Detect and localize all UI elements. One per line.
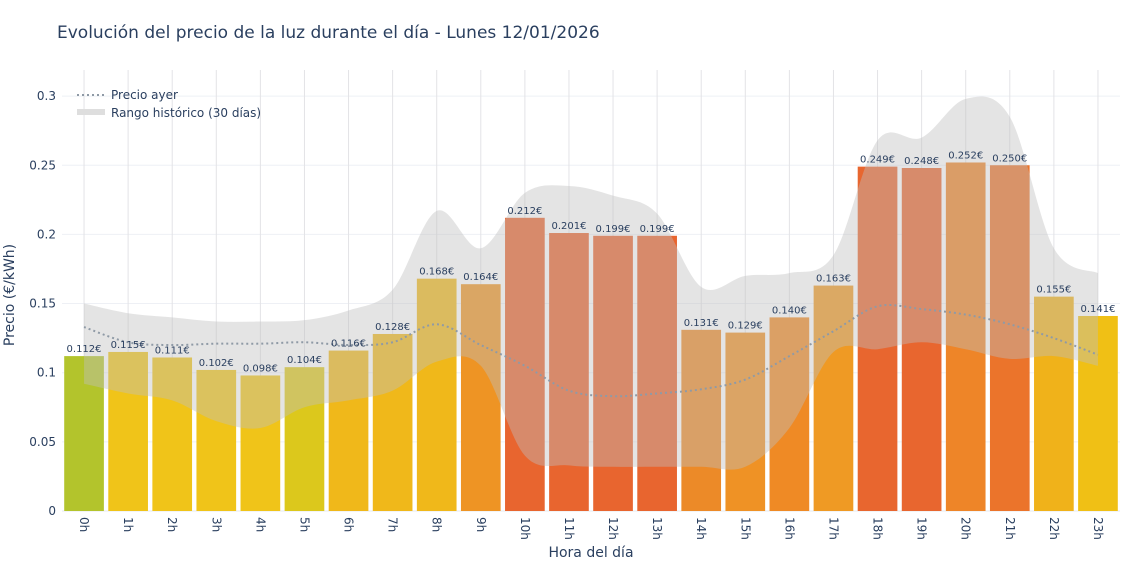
data-label: 0.115€ — [111, 340, 146, 351]
data-label: 0.164€ — [463, 272, 498, 283]
data-label: 0.199€ — [640, 224, 675, 235]
data-label: 0.248€ — [904, 156, 939, 167]
x-tick-label: 22h — [1047, 517, 1061, 540]
data-label: 0.128€ — [375, 322, 410, 333]
x-tick-label: 17h — [826, 517, 840, 540]
x-tick-label: 3h — [209, 517, 223, 532]
x-tick-label: 16h — [782, 517, 796, 540]
data-label: 0.155€ — [1036, 285, 1071, 296]
bar-12h — [593, 235, 633, 511]
x-axis-title: Hora del día — [548, 545, 633, 561]
x-tick-label: 2h — [165, 517, 179, 532]
data-label: 0.252€ — [948, 150, 983, 161]
data-label: 0.129€ — [728, 321, 763, 332]
bar-18h — [857, 166, 898, 511]
bar-7h — [372, 333, 413, 511]
bar-4h — [240, 375, 281, 511]
bar-17h — [813, 285, 854, 511]
data-label: 0.102€ — [199, 358, 234, 369]
legend-label: Rango histórico (30 días) — [111, 106, 261, 120]
bars — [64, 162, 1118, 512]
x-tick-label: 15h — [738, 517, 752, 540]
bar-5h — [284, 367, 325, 511]
data-label: 0.168€ — [419, 267, 454, 278]
bar-0h — [64, 356, 104, 511]
x-axis-ticks: 0h 1h 2h 3h 4h 5h 6h 7h 8h 9h 10h 11h 12h 13h 14h 15h 16… — [77, 517, 1105, 540]
y-tick-label: 0.15 — [29, 297, 56, 311]
legend: Precio ayer Rango histórico (30 días) — [77, 88, 261, 120]
data-label: 0.199€ — [596, 224, 631, 235]
yesterday-price-line — [83, 303, 1099, 398]
bar-9h — [460, 284, 501, 511]
x-tick-label: 23h — [1091, 517, 1105, 540]
bar-13h — [637, 235, 677, 511]
bar-21h — [989, 165, 1030, 511]
bar-1h — [108, 351, 148, 511]
data-label: 0.111€ — [155, 345, 190, 356]
x-tick-label: 14h — [694, 517, 708, 540]
data-label: 0.250€ — [992, 153, 1027, 164]
data-label: 0.112€ — [67, 344, 102, 355]
x-tick-label: 10h — [518, 517, 532, 540]
x-tick-label: 11h — [562, 517, 576, 540]
data-label: 0.249€ — [860, 155, 895, 166]
legend-item-yesterday[interactable]: Precio ayer — [77, 88, 178, 102]
x-tick-label: 7h — [386, 517, 400, 532]
x-tick-label: 19h — [915, 517, 929, 540]
y-tick-label: 0.3 — [37, 89, 56, 103]
bar-23h — [1078, 315, 1118, 511]
bar-22h — [1034, 296, 1074, 511]
data-label: 0.141€ — [1080, 304, 1115, 315]
y-tick-label: 0 — [48, 504, 56, 518]
legend-band-icon — [77, 109, 105, 115]
data-labels: 0.112€ 0.115€ 0.111€ 0.102€ 0.098€ 0.104€ 0.11… — [67, 150, 1116, 374]
bar-10h — [505, 217, 545, 511]
bar-6h — [328, 350, 369, 511]
y-tick-label: 0.1 — [37, 366, 56, 380]
y-tick-label: 0.25 — [29, 158, 56, 172]
bar-8h — [416, 278, 457, 511]
y-axis-title: Precio (€/kWh) — [2, 244, 18, 346]
bar-2h — [152, 357, 193, 511]
bar-3h — [196, 369, 237, 511]
x-tick-label: 21h — [1003, 517, 1017, 540]
y-axis-ticks: 0 0.05 0.1 0.15 0.2 0.25 0.3 — [29, 89, 56, 518]
data-label: 0.163€ — [816, 274, 851, 285]
x-tick-label: 13h — [650, 517, 664, 540]
bar-11h — [549, 233, 589, 511]
data-label: 0.104€ — [287, 355, 322, 366]
x-tick-label: 0h — [77, 517, 91, 532]
x-tick-label: 8h — [430, 517, 444, 532]
bar-14h — [681, 329, 722, 511]
x-tick-label: 18h — [871, 517, 885, 540]
data-label: 0.140€ — [772, 305, 807, 316]
x-tick-label: 1h — [121, 517, 135, 532]
legend-label: Precio ayer — [111, 88, 178, 102]
historical-range-band — [84, 96, 1098, 470]
y-tick-label: 0.2 — [37, 227, 56, 241]
x-tick-label: 5h — [297, 517, 311, 532]
data-label: 0.212€ — [507, 206, 542, 217]
y-tick-label: 0.05 — [29, 435, 56, 449]
bar-19h — [901, 168, 942, 512]
x-tick-label: 6h — [342, 517, 356, 532]
data-label: 0.116€ — [331, 339, 366, 350]
x-tick-label: 4h — [253, 517, 267, 532]
bar-15h — [725, 332, 766, 511]
x-tick-label: 9h — [474, 517, 488, 532]
legend-item-range[interactable]: Rango histórico (30 días) — [77, 106, 261, 120]
x-tick-label: 12h — [606, 517, 620, 540]
x-tick-label: 20h — [959, 517, 973, 540]
data-label: 0.131€ — [684, 318, 719, 329]
bar-20h — [945, 162, 986, 511]
data-label: 0.201€ — [551, 221, 586, 232]
data-label: 0.098€ — [243, 363, 278, 374]
chart-title: Evolución del precio de la luz durante e… — [57, 23, 600, 43]
